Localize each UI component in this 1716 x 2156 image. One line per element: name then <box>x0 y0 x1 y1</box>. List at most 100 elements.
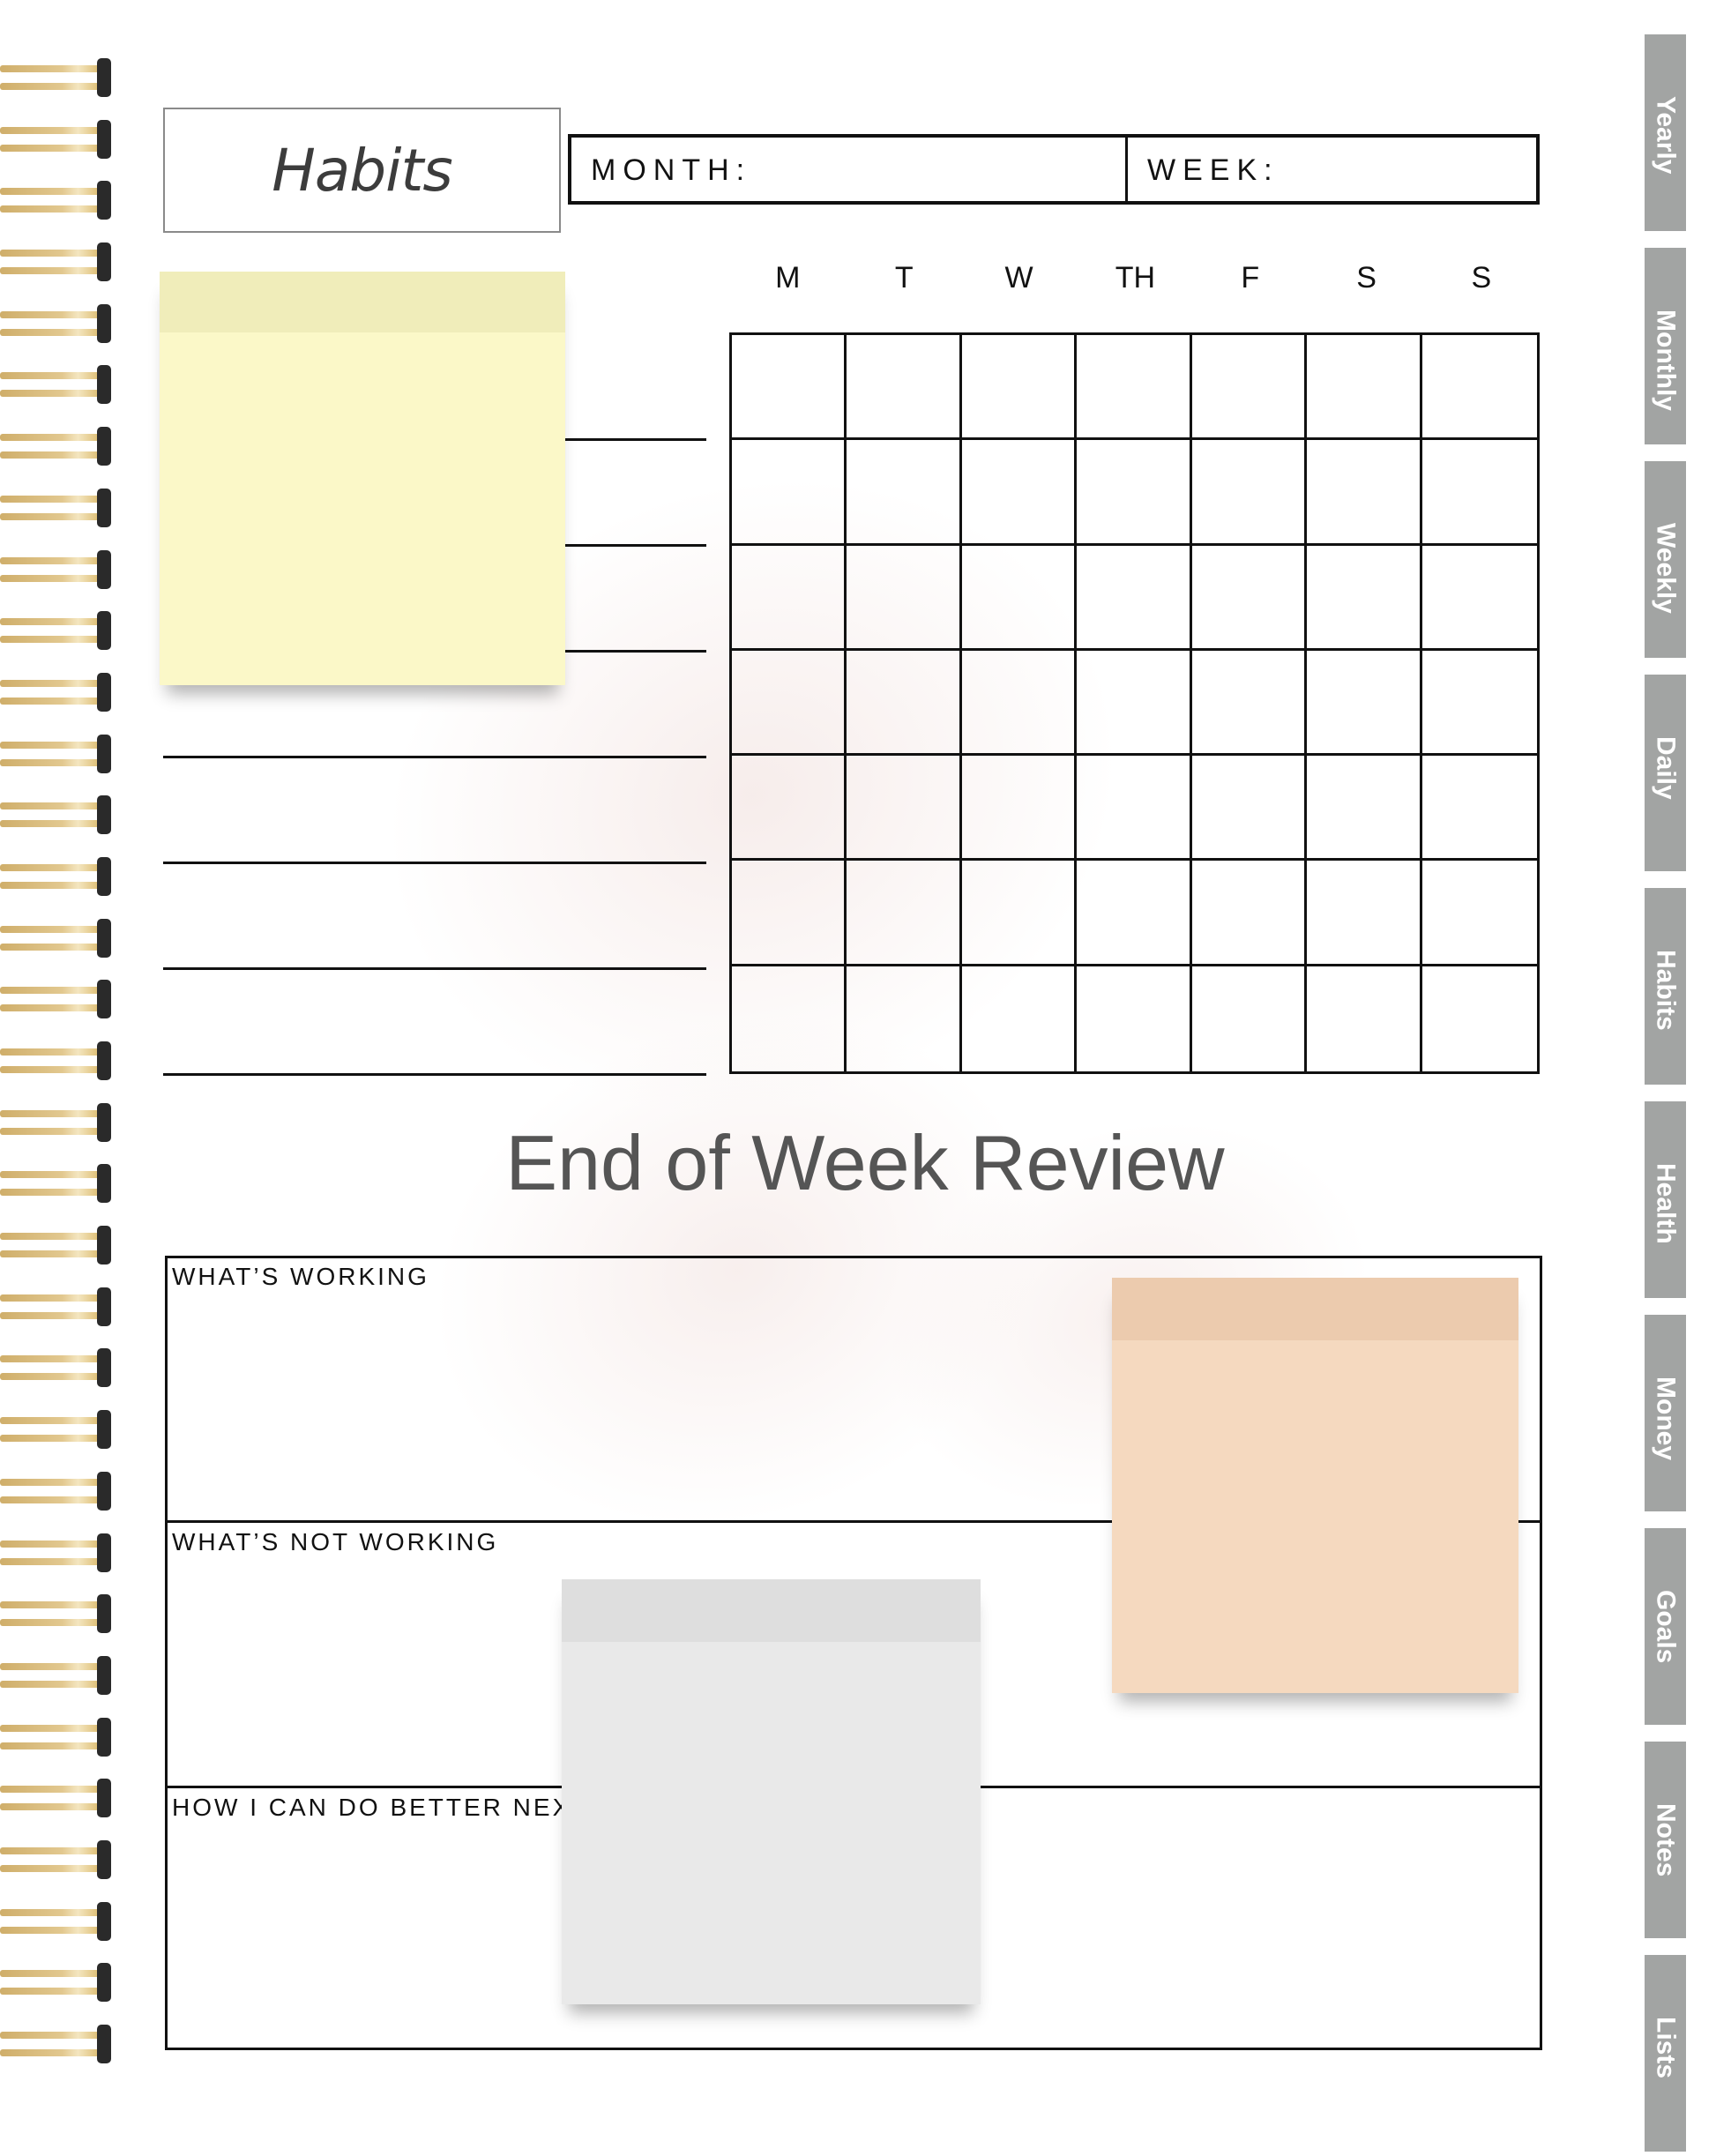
spiral-ring <box>0 1159 115 1220</box>
habit-cell[interactable] <box>1191 440 1308 546</box>
spiral-ring <box>0 545 115 607</box>
habit-cell[interactable] <box>1191 335 1308 441</box>
habit-cell[interactable] <box>1077 861 1192 966</box>
habit-cell[interactable] <box>961 335 1078 441</box>
habit-cell[interactable] <box>1422 966 1537 1071</box>
tab-label: Weekly <box>1651 523 1681 614</box>
habit-cell[interactable] <box>1307 650 1422 757</box>
habit-cell[interactable] <box>1191 650 1308 757</box>
spiral-ring <box>0 360 115 422</box>
page-title-box: Habits <box>163 108 561 233</box>
spiral-ring <box>0 1712 115 1774</box>
habit-cell[interactable] <box>732 966 847 1071</box>
habit-cell[interactable] <box>1421 546 1537 651</box>
spiral-ring <box>0 2019 115 2081</box>
spiral-ring <box>0 1282 115 1344</box>
habit-cell[interactable] <box>1307 966 1422 1071</box>
habit-cell[interactable] <box>847 335 962 441</box>
spiral-ring <box>0 1835 115 1897</box>
spiral-ring <box>0 606 115 668</box>
habit-cell[interactable] <box>1307 861 1422 966</box>
habit-cell[interactable] <box>732 545 847 651</box>
tab-label: Lists <box>1651 2017 1681 2079</box>
review-box <box>165 1256 1542 2050</box>
habit-cell[interactable] <box>847 756 962 862</box>
day-header: TH <box>1115 261 1156 295</box>
habit-name-line[interactable] <box>163 967 706 970</box>
habit-cell[interactable] <box>962 966 1078 1071</box>
day-header: T <box>894 261 914 295</box>
habit-name-line[interactable] <box>163 862 706 864</box>
day-header: W <box>1004 261 1033 295</box>
habit-cell[interactable] <box>961 650 1078 757</box>
habit-cell[interactable] <box>1191 545 1308 651</box>
month-field[interactable]: MONTH: <box>571 138 1128 201</box>
habit-cell[interactable] <box>961 861 1078 966</box>
tab-money[interactable]: Money <box>1645 1315 1686 1511</box>
habit-cell[interactable] <box>1307 440 1422 546</box>
habit-cell[interactable] <box>732 440 847 546</box>
habit-cell[interactable] <box>847 440 962 546</box>
habit-cell[interactable] <box>1077 440 1192 546</box>
habit-cell[interactable] <box>1077 335 1192 441</box>
habit-name-line[interactable] <box>163 756 706 758</box>
habit-cell[interactable] <box>1191 756 1308 862</box>
spiral-ring <box>0 974 115 1036</box>
habit-cell[interactable] <box>1077 650 1192 757</box>
tab-goals[interactable]: Goals <box>1645 1528 1686 1725</box>
habit-cell[interactable] <box>961 756 1078 862</box>
tab-weekly[interactable]: Weekly <box>1645 461 1686 658</box>
tab-label: Goals <box>1651 1590 1681 1664</box>
tab-daily[interactable]: Daily <box>1645 675 1686 871</box>
habit-cell[interactable] <box>1077 966 1192 1071</box>
habit-cell[interactable] <box>1192 966 1308 1071</box>
tab-notes[interactable]: Notes <box>1645 1742 1686 1938</box>
habit-cell[interactable] <box>1307 545 1422 651</box>
habit-cell[interactable] <box>732 861 847 966</box>
habit-cell[interactable] <box>732 756 847 862</box>
week-field[interactable]: WEEK: <box>1147 153 1280 187</box>
spiral-ring <box>0 729 115 791</box>
tab-label: Health <box>1651 1163 1681 1244</box>
habit-cell[interactable] <box>961 440 1078 546</box>
spiral-ring <box>0 299 115 361</box>
tab-monthly[interactable]: Monthly <box>1645 248 1686 444</box>
habit-cell[interactable] <box>1421 440 1537 546</box>
divider <box>165 1520 1542 1523</box>
habit-cell[interactable] <box>847 650 962 757</box>
habit-cell[interactable] <box>1077 756 1192 862</box>
spiral-ring <box>0 1897 115 1958</box>
habit-cell[interactable] <box>1421 651 1537 757</box>
tab-yearly[interactable]: Yearly <box>1645 34 1686 231</box>
month-week-box: MONTH: WEEK: <box>568 134 1540 205</box>
day-header: S <box>1471 261 1492 295</box>
habit-grid <box>729 332 1540 1074</box>
spiral-binding <box>0 53 115 2081</box>
habit-cell[interactable] <box>1421 335 1537 441</box>
habit-cell[interactable] <box>1307 756 1422 862</box>
habit-cell[interactable] <box>847 861 962 966</box>
habit-cell[interactable] <box>1077 545 1192 651</box>
habit-cell[interactable] <box>732 650 847 757</box>
habit-cell[interactable] <box>732 335 847 441</box>
habit-cell[interactable] <box>1421 756 1537 862</box>
sticky-note-peach <box>1112 1278 1518 1693</box>
tab-lists[interactable]: Lists <box>1645 1955 1686 2152</box>
tab-label: Yearly <box>1651 96 1681 175</box>
day-header: S <box>1356 261 1377 295</box>
habit-cell[interactable] <box>1307 335 1422 441</box>
tab-label: Monthly <box>1651 310 1681 411</box>
habit-name-line[interactable] <box>163 1073 706 1076</box>
section-whats-not-working: WHAT’S NOT WORKING <box>172 1528 499 1555</box>
spiral-ring <box>0 852 115 914</box>
habit-cell[interactable] <box>847 966 962 1071</box>
tab-label: Daily <box>1651 736 1681 800</box>
tab-habits[interactable]: Habits <box>1645 888 1686 1085</box>
sticky-note-gray <box>562 1579 981 2004</box>
habit-cell[interactable] <box>847 545 962 651</box>
spiral-ring <box>0 1220 115 1282</box>
tab-health[interactable]: Health <box>1645 1101 1686 1298</box>
habit-cell[interactable] <box>961 545 1078 651</box>
habit-cell[interactable] <box>1421 861 1537 966</box>
habit-cell[interactable] <box>1191 861 1308 966</box>
